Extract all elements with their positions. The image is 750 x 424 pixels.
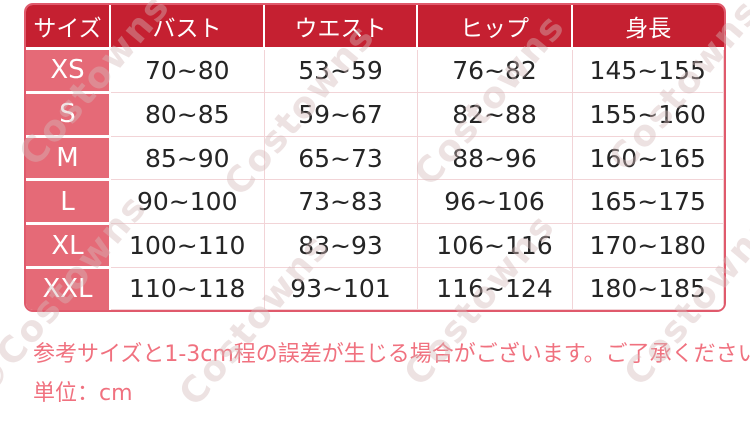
- size-table: サイズ バスト ウエスト ヒップ 身長 XS 70~80 53~59 76~82…: [26, 5, 724, 310]
- cell-xs-height: 145~155: [571, 48, 724, 93]
- column-header-height: 身長: [572, 5, 724, 50]
- unit-note: 単位：cm: [33, 381, 133, 406]
- cell-s-height: 155~160: [571, 91, 724, 137]
- row-label-l: L: [26, 179, 111, 226]
- cell-xxl-height: 180~185: [571, 267, 724, 310]
- column-header-bust: バスト: [110, 5, 265, 50]
- table-row-l: L 90~100 73~83 96~106 165~175: [26, 179, 724, 226]
- cell-m-height: 160~165: [571, 135, 724, 181]
- row-label-m: M: [26, 136, 111, 182]
- cell-xl-height: 170~180: [571, 223, 724, 269]
- cell-m-bust: 85~90: [109, 135, 265, 181]
- row-label-s: S: [26, 92, 111, 138]
- cell-xl-hip: 106~116: [416, 223, 573, 269]
- row-label-xxl: XXL: [26, 267, 111, 310]
- cell-xxl-waist: 93~101: [263, 267, 418, 310]
- column-header-size: サイズ: [26, 5, 111, 50]
- cell-l-waist: 73~83: [263, 179, 418, 225]
- header-row: サイズ バスト ウエスト ヒップ 身長: [26, 5, 724, 50]
- size-disclaimer-note: 参考サイズと1-3cm程の誤差が生じる場合がございます。ご了承ください。: [33, 342, 750, 367]
- row-label-xs: XS: [26, 48, 111, 94]
- table-row-xl: XL 100~110 83~93 106~116 170~180: [26, 223, 724, 270]
- row-label-xl: XL: [26, 223, 111, 270]
- cell-l-bust: 90~100: [109, 179, 265, 225]
- cell-s-bust: 80~85: [109, 91, 265, 137]
- cell-s-waist: 59~67: [263, 91, 418, 137]
- cell-l-height: 165~175: [571, 179, 724, 225]
- cell-xl-bust: 100~110: [109, 223, 265, 269]
- cell-m-waist: 65~73: [263, 135, 418, 181]
- table-row-xs: XS 70~80 53~59 76~82 145~155: [26, 48, 724, 94]
- cell-xs-hip: 76~82: [416, 48, 573, 93]
- table-row-xxl: XXL 110~118 93~101 116~124 180~185: [26, 267, 724, 310]
- cell-xl-waist: 83~93: [263, 223, 418, 269]
- table-row-s: S 80~85 59~67 82~88 155~160: [26, 91, 724, 138]
- cell-xs-bust: 70~80: [109, 48, 265, 93]
- column-header-hip: ヒップ: [417, 5, 573, 50]
- column-header-waist: ウエスト: [264, 5, 418, 50]
- cell-s-hip: 82~88: [416, 91, 573, 137]
- table-row-m: M 85~90 65~73 88~96 160~165: [26, 135, 724, 182]
- cell-m-hip: 88~96: [416, 135, 573, 181]
- cell-xxl-hip: 116~124: [416, 267, 573, 310]
- cell-l-hip: 96~106: [416, 179, 573, 225]
- size-chart-table: サイズ バスト ウエスト ヒップ 身長 XS 70~80 53~59 76~82…: [24, 3, 726, 312]
- cell-xs-waist: 53~59: [263, 48, 418, 93]
- cell-xxl-bust: 110~118: [109, 267, 265, 310]
